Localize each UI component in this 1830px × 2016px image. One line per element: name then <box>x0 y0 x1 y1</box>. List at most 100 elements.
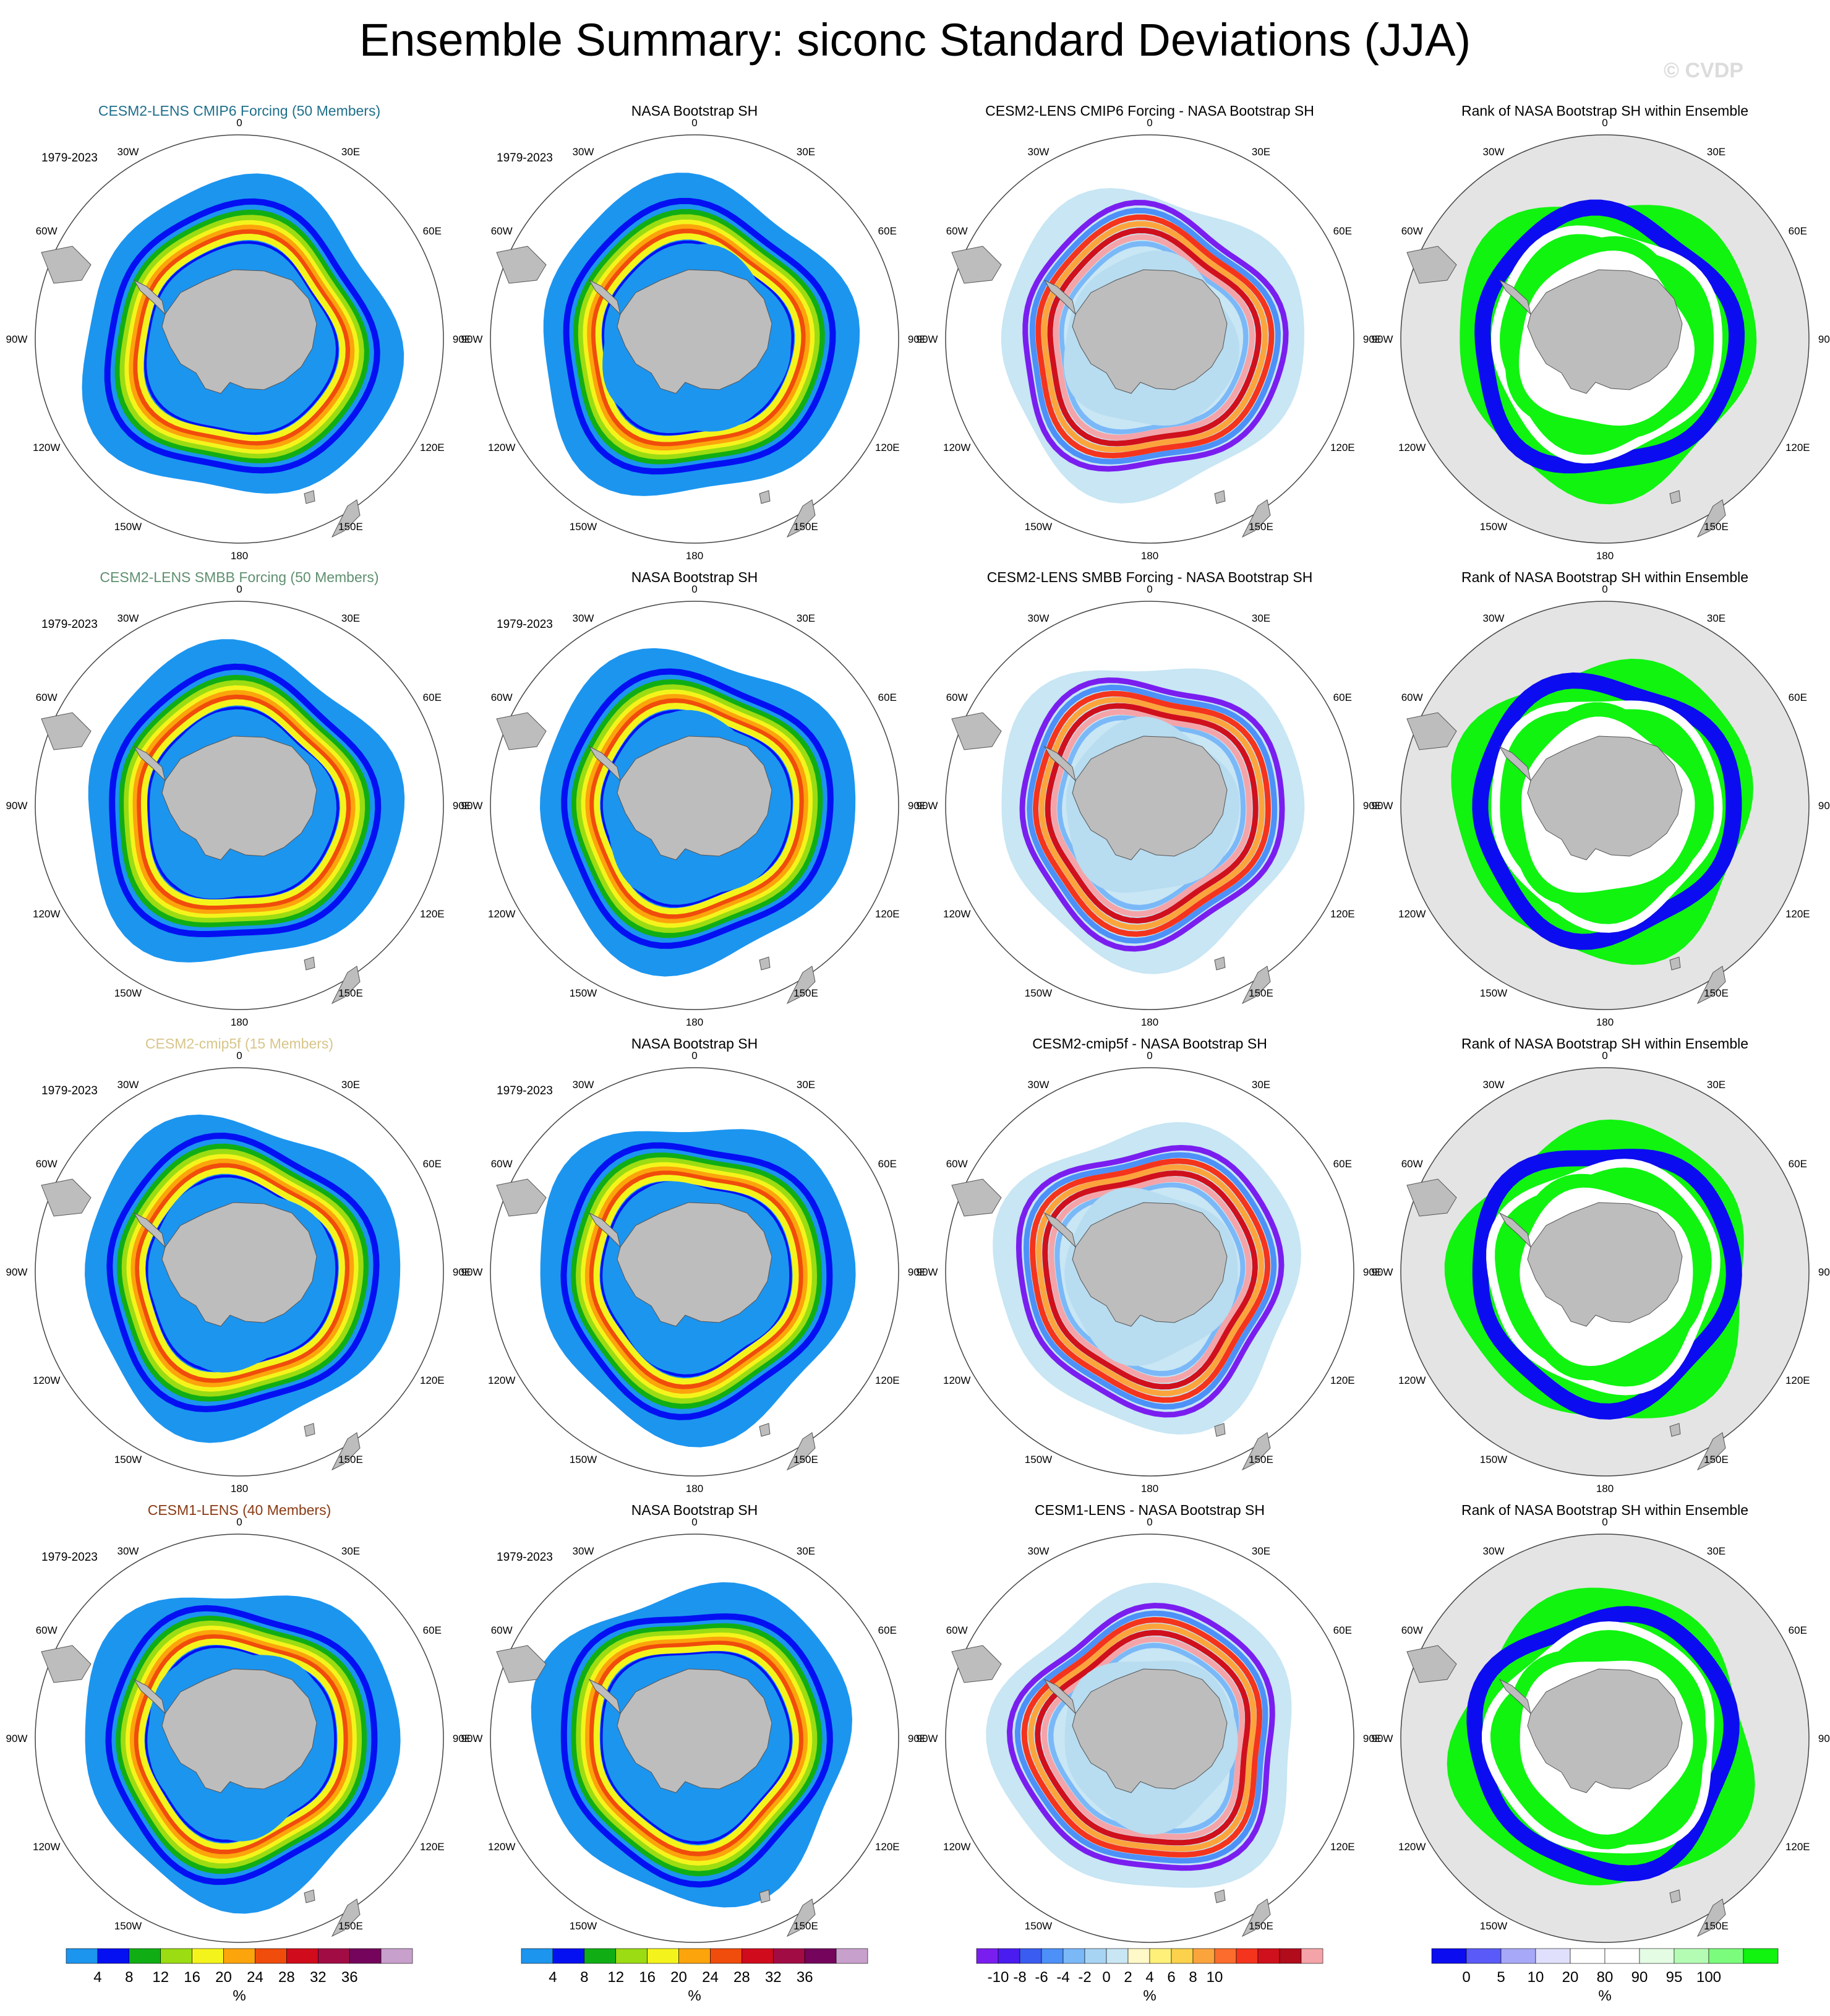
longitude-tick-label: 150E <box>338 1920 363 1932</box>
longitude-tick-label: 90W <box>461 333 483 345</box>
longitude-tick-label: 120E <box>875 1375 900 1386</box>
colorbar-swatch <box>1019 1948 1042 1964</box>
diff-band <box>1022 199 1289 472</box>
std-band <box>571 1623 823 1877</box>
longitude-tick-label: 90W <box>917 800 938 812</box>
period-label: 1979-2023 <box>41 1084 98 1097</box>
colorbar-swatch <box>1466 1948 1502 1964</box>
longitude-tick-label: 120E <box>420 1841 445 1853</box>
std-band <box>571 1152 823 1409</box>
new-zealand <box>1241 1898 1271 1937</box>
colorbar-tick-label: 5 <box>1497 1969 1505 1986</box>
colorbar-swatch <box>998 1948 1020 1964</box>
longitude-tick-label: 120W <box>1398 1375 1426 1386</box>
south-america-tip <box>1406 246 1457 284</box>
std-band <box>571 679 823 938</box>
period-label: 1979-2023 <box>497 152 553 165</box>
std-band <box>139 1167 345 1379</box>
longitude-tick-label: 180 <box>1596 1016 1614 1028</box>
longitude-tick-label: 180 <box>231 1016 248 1028</box>
colorbar-swatch <box>255 1948 287 1964</box>
longitude-tick-label: 120W <box>488 442 515 453</box>
colorbar-swatch <box>804 1948 837 1964</box>
longitude-tick-label: 150E <box>793 1920 818 1932</box>
longitude-tick-label: 120W <box>488 1841 515 1853</box>
colorbar: -10 -8 -6 -4 -2 0 2 4 6 8 10% <box>976 1948 1323 2004</box>
longitude-tick-label: 0 <box>236 1516 242 1528</box>
longitude-tick-label: 120E <box>420 1375 445 1386</box>
south-america-tip <box>1406 712 1457 750</box>
longitude-tick-label: 60W <box>946 1624 968 1636</box>
longitude-tick-label: 150E <box>1249 987 1273 999</box>
longitude-tick-label: 60E <box>1789 1624 1807 1636</box>
colorbar-swatch <box>552 1948 585 1964</box>
longitude-tick-label: 90E <box>453 1733 471 1744</box>
obs-panel-title: NASA Bootstrap SH <box>631 1502 758 1518</box>
longitude-tick-label: 90W <box>461 1266 483 1278</box>
longitude-tick-label: 120E <box>1330 908 1355 920</box>
longitude-tick-label: 60E <box>878 1158 897 1170</box>
longitude-tick-label: 150E <box>1249 521 1273 533</box>
longitude-tick-label: 30E <box>797 146 815 158</box>
antarctic-peninsula <box>133 279 166 315</box>
longitude-tick-label: 30E <box>1252 146 1270 158</box>
colorbar-tick-label: 4 <box>549 1969 557 1986</box>
std-band <box>134 1634 348 1855</box>
longitude-tick-label: 60W <box>491 1624 513 1636</box>
longitude-tick-label: 120E <box>420 908 445 920</box>
longitude-tick-label: 150W <box>114 521 142 533</box>
rank-panel-title: Rank of NASA Bootstrap SH within Ensembl… <box>1461 569 1749 585</box>
std-band <box>594 703 800 915</box>
longitude-tick-label: 150W <box>1480 1920 1507 1932</box>
diff-band <box>1041 1636 1245 1840</box>
std-band <box>580 1162 812 1399</box>
std-band <box>132 690 356 914</box>
new-zealand <box>1696 499 1726 538</box>
colorbar-tick-label: 20 <box>1562 1969 1579 1986</box>
longitude-tick-label: 180 <box>686 1483 703 1495</box>
rank-band-mid <box>1490 225 1722 464</box>
longitude-tick-label: 60E <box>1333 692 1352 703</box>
tasmania <box>759 490 771 504</box>
colorbar-swatch <box>129 1948 161 1964</box>
antarctica-land <box>161 1668 317 1793</box>
colorbar-tick-label: 28 <box>278 1969 295 1986</box>
colorbar-swatch <box>1214 1948 1237 1964</box>
std-band <box>581 1632 813 1866</box>
colorbar-tick-label: -8 <box>1013 1969 1026 1986</box>
colorbar-tick-label: -6 <box>1035 1969 1048 1986</box>
diff-band <box>1006 1602 1275 1871</box>
std-band <box>585 1636 808 1861</box>
diff-band <box>1029 207 1281 465</box>
std-band <box>128 685 360 918</box>
colorbar-swatch <box>1084 1948 1107 1964</box>
antarctica-land <box>1072 269 1228 394</box>
south-america-tip <box>496 712 547 750</box>
colorbar-tick-label: 95 <box>1666 1969 1683 1986</box>
diff-band <box>1035 1629 1251 1846</box>
longitude-tick-label: 120E <box>1785 1841 1810 1853</box>
colorbar-swatch <box>192 1948 224 1964</box>
longitude-tick-label: 30W <box>1483 1079 1505 1091</box>
diff-band <box>1028 1623 1257 1851</box>
longitude-tick-label: 120W <box>488 1375 515 1386</box>
longitude-tick-label: 30W <box>1028 612 1050 624</box>
longitude-tick-label: 120E <box>875 908 900 920</box>
longitude-tick-label: 120E <box>1785 442 1810 453</box>
antarctic-peninsula <box>588 745 621 782</box>
std-band <box>589 1641 804 1856</box>
longitude-tick-label: 90W <box>461 800 483 812</box>
longitude-tick-label: 30E <box>1707 146 1725 158</box>
longitude-tick-label: 150E <box>1704 1454 1729 1465</box>
longitude-tick-label: 90W <box>1372 1733 1393 1744</box>
diff-band <box>1027 684 1278 944</box>
model-panel-title: CESM2-cmip5f (15 Members) <box>145 1036 334 1052</box>
colorbar-tick-label: 90 <box>1631 1969 1648 1986</box>
colorbar-tick-label: 80 <box>1597 1969 1614 1986</box>
longitude-tick-label: 60E <box>1789 692 1807 703</box>
longitude-tick-label: 0 <box>236 583 242 595</box>
longitude-tick-label: 120E <box>1330 1375 1355 1386</box>
